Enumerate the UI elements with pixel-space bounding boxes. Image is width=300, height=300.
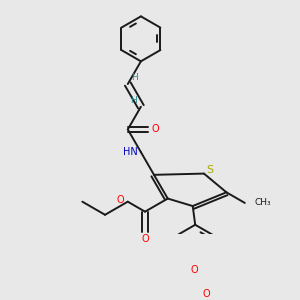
Text: HN: HN: [123, 147, 138, 157]
Text: H: H: [130, 96, 137, 105]
Text: CH₃: CH₃: [254, 198, 271, 207]
Text: H: H: [131, 73, 138, 82]
Text: S: S: [206, 165, 213, 175]
Text: O: O: [152, 124, 160, 134]
Text: O: O: [141, 234, 149, 244]
Text: O: O: [117, 195, 124, 206]
Text: O: O: [190, 265, 198, 275]
Text: O: O: [202, 289, 210, 299]
